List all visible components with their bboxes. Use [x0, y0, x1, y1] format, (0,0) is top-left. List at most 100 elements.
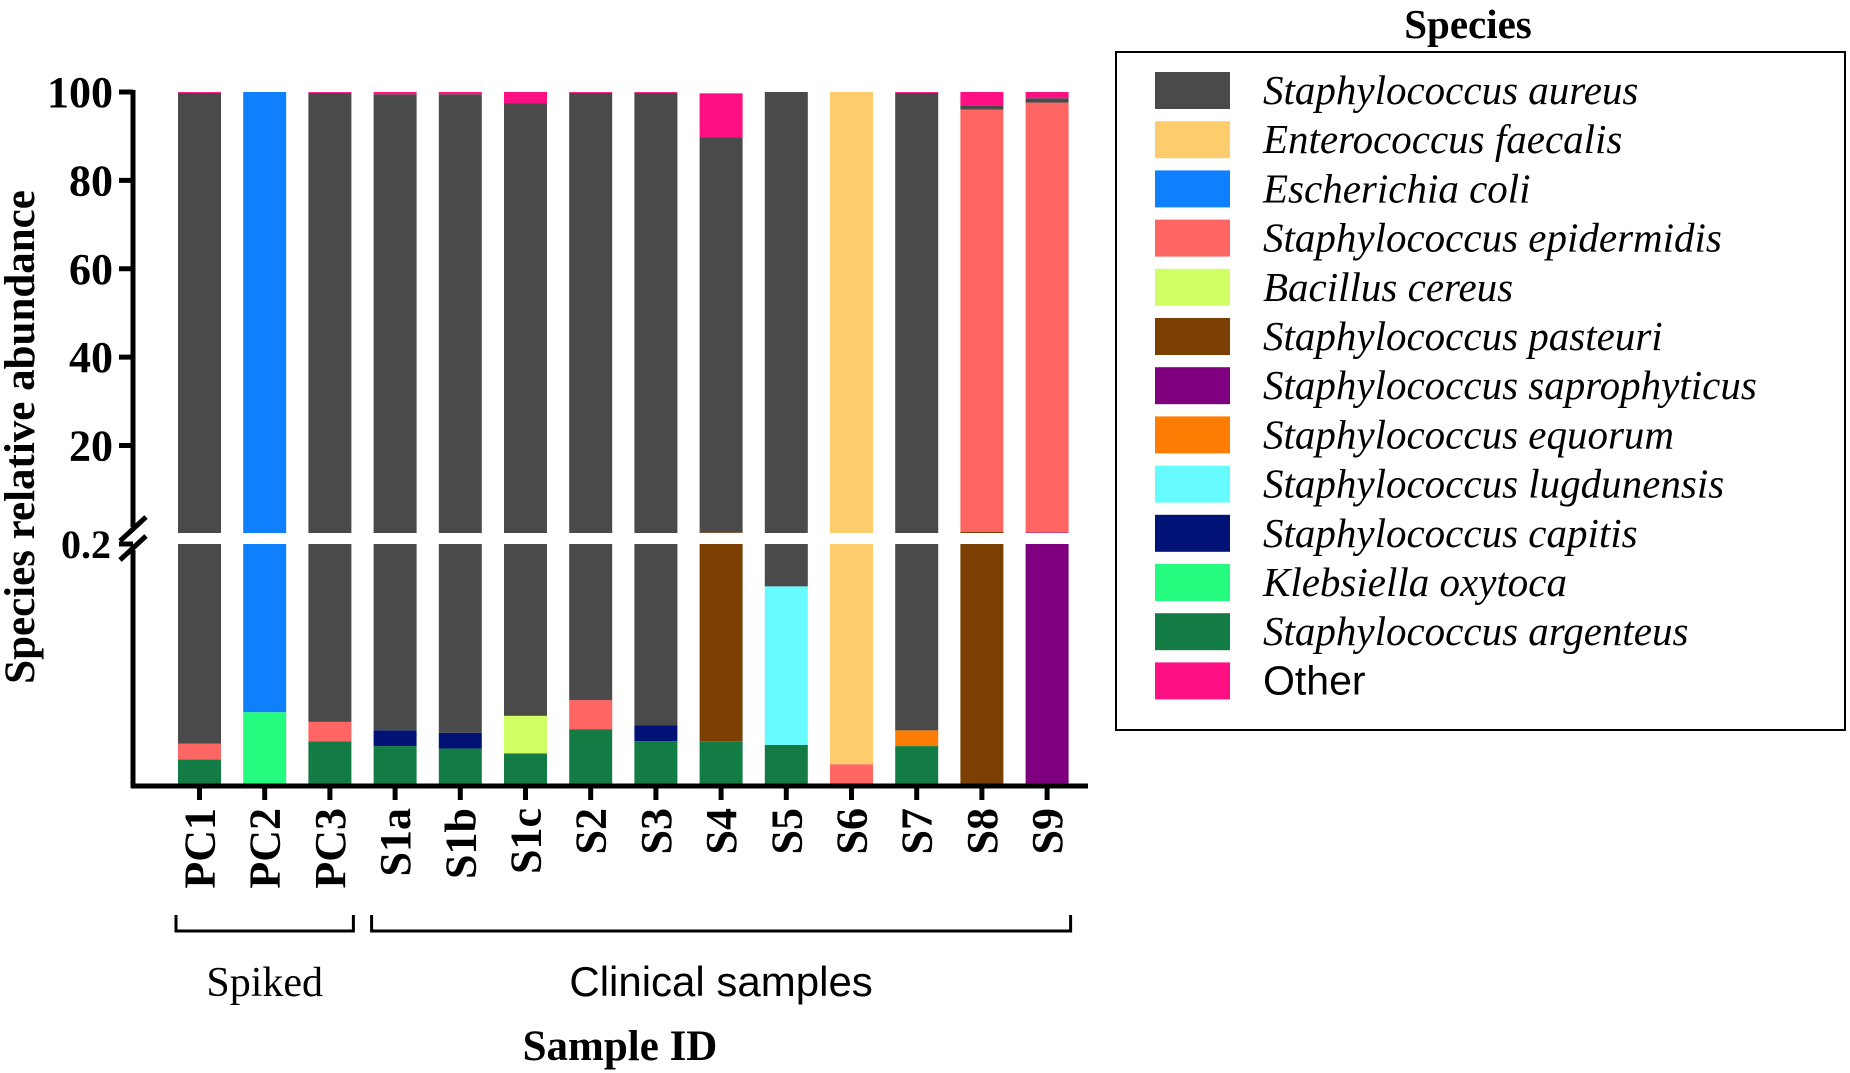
bar-segment-pc3-staphylococcus-epidermidis	[308, 721, 352, 742]
bar-segment-s9-staphylococcus-aureus	[1025, 98, 1069, 103]
legend-swatch-klebsiella-oxytoca	[1155, 564, 1230, 601]
legend-swatch-bacillus-cereus	[1155, 268, 1230, 306]
x-tick-label-pc2: PC2	[241, 808, 290, 889]
x-tick-label-s2: S2	[567, 808, 616, 854]
axis-break-mark-1	[118, 515, 148, 543]
bar-segment-pc3-staphylococcus-argenteus	[308, 741, 352, 786]
bar-segment-s1a-staphylococcus-capitis	[373, 730, 417, 747]
bar-segment-pc3-other	[308, 92, 352, 93]
x-tick-label-s9: S9	[1023, 808, 1072, 854]
y-tick-label-40: 40	[69, 333, 113, 382]
legend-label-staphylococcus-argenteus: Staphylococcus argenteus	[1263, 608, 1688, 654]
axes-layer: 100 80 60 40 20 0.2	[47, 68, 1088, 789]
legend-swatch-staphylococcus-equorum	[1155, 416, 1230, 454]
legend-label-staphylococcus-equorum: Staphylococcus equorum	[1263, 411, 1674, 457]
bar-segment-s2-staphylococcus-aureus	[569, 92, 613, 701]
x-tick-label-s5: S5	[762, 808, 811, 854]
bar-segment-s3-staphylococcus-capitis	[634, 725, 678, 742]
bar-segment-s1a-other	[373, 92, 417, 95]
bar-segment-s1c-staphylococcus-argenteus	[504, 753, 547, 786]
x-tick-label-pc1: PC1	[176, 808, 225, 889]
bar-segment-s9-staphylococcus-epidermidis	[1025, 102, 1069, 533]
bar-segment-s5-staphylococcus-lugdunensis	[764, 586, 808, 745]
bar-segment-s1c-other	[504, 92, 547, 104]
bar-segment-s7-staphylococcus-equorum	[895, 730, 939, 747]
bar-segment-s1c-staphylococcus-aureus	[504, 103, 547, 716]
bar-segment-s5-staphylococcus-aureus	[764, 92, 808, 587]
x-tick-label-s1c: S1c	[502, 808, 551, 874]
bar-segment-s1a-staphylococcus-argenteus	[373, 746, 417, 786]
group-bracket-clinical-samples	[370, 915, 1073, 933]
legend-swatch-staphylococcus-lugdunensis	[1155, 465, 1230, 503]
legend-label-klebsiella-oxytoca: Klebsiella oxytoca	[1262, 559, 1567, 605]
y-tick-label-80: 80	[69, 156, 113, 205]
bar-segment-pc1-staphylococcus-epidermidis	[178, 743, 221, 760]
y-tick-label-20: 20	[69, 422, 113, 471]
legend-swatch-escherichia-coli	[1155, 170, 1230, 208]
group-bracket-spiked	[174, 915, 355, 933]
legend-label-staphylococcus-lugdunensis: Staphylococcus lugdunensis	[1263, 461, 1724, 507]
legend-swatch-staphylococcus-saprophyticus	[1155, 367, 1230, 405]
legend-label-staphylococcus-saprophyticus: Staphylococcus saprophyticus	[1263, 362, 1757, 408]
x-tick-label-s4: S4	[697, 808, 746, 854]
bar-segment-s4-other	[699, 93, 743, 138]
legend-label-staphylococcus-capitis: Staphylococcus capitis	[1263, 510, 1638, 556]
legend-swatch-other	[1155, 662, 1230, 700]
x-tick-label-s8: S8	[958, 808, 1007, 854]
legend-swatch-enterococcus-faecalis	[1155, 121, 1230, 159]
bar-segment-s5-staphylococcus-argenteus	[764, 744, 808, 786]
bar-segment-s1b-other	[438, 92, 482, 95]
bar-segment-s4-staphylococcus-aureus	[699, 137, 743, 533]
y-axis-title: Species relative abundance	[0, 190, 44, 684]
bar-segment-s1b-staphylococcus-aureus	[438, 94, 482, 733]
legend-label-bacillus-cereus: Bacillus cereus	[1263, 264, 1513, 310]
legend-swatch-staphylococcus-pasteuri	[1155, 318, 1230, 355]
bar-segment-pc1-staphylococcus-aureus	[178, 92, 221, 744]
bar-segment-pc1-staphylococcus-argenteus	[178, 759, 221, 786]
bar-segment-s7-staphylococcus-argenteus	[895, 746, 939, 786]
legend-label-staphylococcus-pasteuri: Staphylococcus pasteuri	[1263, 313, 1663, 359]
bar-segment-s8-staphylococcus-aureus	[960, 105, 1004, 110]
group-label-clinical-samples: Clinical samples	[569, 958, 872, 1005]
x-tick-label-s1a: S1a	[371, 808, 420, 876]
bar-segment-s1a-staphylococcus-aureus	[373, 94, 417, 731]
bar-segment-s6-enterococcus-faecalis	[830, 92, 873, 765]
x-tick-label-s1b: S1b	[436, 808, 485, 879]
legend-swatch-staphylococcus-argenteus	[1155, 613, 1230, 651]
bar-segment-s8-staphylococcus-pasteuri	[960, 531, 1004, 786]
bars-layer	[136, 92, 1091, 786]
bar-segment-s2-staphylococcus-epidermidis	[569, 700, 613, 730]
bar-segment-pc3-staphylococcus-aureus	[308, 92, 352, 722]
y-tick-label-break: 0.2	[61, 522, 111, 567]
x-tick-label-pc3: PC3	[306, 808, 355, 889]
bar-segment-s1c-bacillus-cereus	[504, 715, 547, 754]
bar-segment-s7-other	[895, 92, 939, 93]
x-tick-label-s3: S3	[632, 808, 681, 854]
bar-segment-pc2-klebsiella-oxytoca	[243, 712, 287, 786]
axis-break-gap	[136, 533, 1091, 544]
x-tick-labels: PC1 PC2 PC3 S1a S1b S1c S2 S3 S4 S5 S6 S7 S8 S9	[176, 786, 1072, 889]
x-axis-title: Sample ID	[523, 1023, 718, 1070]
y-tick-label-60: 60	[69, 245, 113, 294]
bar-segment-s7-staphylococcus-aureus	[895, 92, 939, 731]
group-brackets: Spiked Clinical samples	[174, 915, 1073, 1006]
bar-segment-s1b-staphylococcus-capitis	[438, 732, 482, 749]
legend-swatch-staphylococcus-aureus	[1155, 72, 1230, 109]
legend-swatch-staphylococcus-capitis	[1155, 514, 1230, 552]
legend-box	[1115, 51, 1846, 731]
bar-segment-s9-staphylococcus-saprophyticus	[1025, 532, 1069, 786]
group-label-spiked: Spiked	[206, 960, 323, 1006]
x-tick-label-s6: S6	[828, 808, 877, 854]
legend-label-other: Other	[1263, 657, 1366, 703]
legend-label-enterococcus-faecalis: Enterococcus faecalis	[1262, 116, 1622, 162]
bar-segment-s2-other	[569, 92, 613, 93]
y-tick-label-100: 100	[47, 68, 113, 117]
legend-label-staphylococcus-epidermidis: Staphylococcus epidermidis	[1263, 215, 1722, 261]
bar-segment-s8-other	[960, 92, 1004, 106]
x-tick-label-s7: S7	[893, 808, 942, 854]
bar-segment-s4-staphylococcus-argenteus	[699, 741, 743, 786]
bar-segment-pc2-escherichia-coli	[243, 92, 287, 713]
bar-segment-s3-other	[634, 92, 678, 93]
